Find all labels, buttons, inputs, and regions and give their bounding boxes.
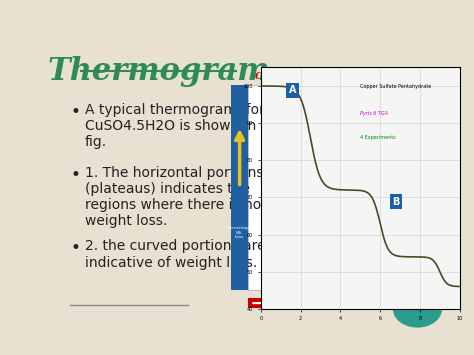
Text: Percentage
Wt.
Loss: Percentage Wt. Loss	[227, 226, 252, 239]
FancyBboxPatch shape	[231, 85, 248, 290]
FancyBboxPatch shape	[248, 298, 421, 308]
Text: B: B	[392, 197, 400, 207]
Text: A typical thermogram, for
CuSO4.5H2O is shown in the
fig.: A typical thermogram, for CuSO4.5H2O is …	[85, 103, 283, 149]
Text: •: •	[70, 165, 80, 184]
Text: Temperature: Temperature	[313, 300, 364, 306]
Text: •: •	[70, 103, 80, 121]
Text: •: •	[70, 239, 80, 257]
Text: 1. The horizontal portions
(plateaus) indicates the
regions where there is no
we: 1. The horizontal portions (plateaus) in…	[85, 165, 264, 228]
Text: 4 Experiments: 4 Experiments	[360, 135, 396, 140]
Text: Thermogram: Thermogram	[47, 56, 270, 87]
Text: Pyris 6 TGA: Pyris 6 TGA	[360, 111, 388, 116]
Text: A: A	[289, 86, 296, 95]
Text: Copper sulphate pentahydrate: Copper sulphate pentahydrate	[255, 72, 422, 81]
FancyBboxPatch shape	[248, 85, 421, 290]
Circle shape	[393, 291, 441, 327]
Text: 2. the curved portions are
indicative of weight loss.: 2. the curved portions are indicative of…	[85, 239, 265, 269]
Text: Copper Sulfate Pentahydrate: Copper Sulfate Pentahydrate	[360, 84, 431, 89]
